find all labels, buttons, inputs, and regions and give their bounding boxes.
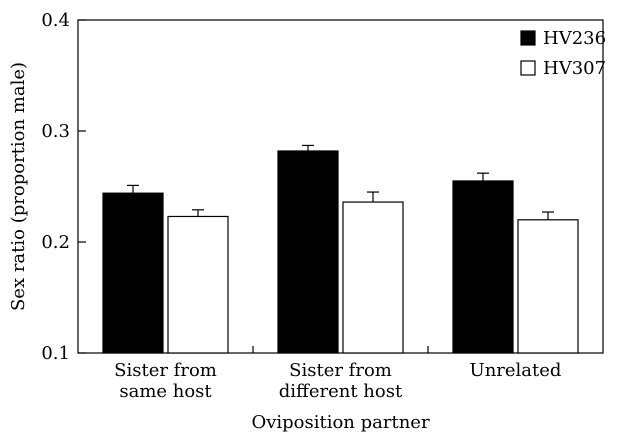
x-category-label: different host [279, 381, 403, 402]
y-tick-label: 0.3 [41, 121, 70, 142]
y-tick-label: 0.2 [41, 232, 70, 253]
bar-hv307 [167, 215, 229, 354]
legend-swatch-hv236 [520, 30, 536, 46]
axes-layer [77, 19, 604, 354]
legend-label: HV307 [543, 58, 606, 79]
bar-hv307 [342, 201, 404, 354]
bars-layer [102, 144, 579, 354]
y-tick-label: 0.4 [41, 10, 70, 31]
bar-hv236 [102, 192, 164, 354]
x-category-label: same host [119, 381, 212, 402]
y-tick-label: 0.1 [41, 343, 70, 364]
legend-label: HV236 [543, 28, 606, 49]
bar-hv236 [277, 150, 339, 354]
x-category-label: Unrelated [470, 360, 562, 381]
plot-frame [77, 19, 604, 354]
legend: HV236 HV307 [520, 28, 606, 79]
legend-swatch-hv307 [520, 60, 536, 76]
bar-hv236 [452, 180, 514, 354]
x-category-label: Sister from [114, 360, 217, 381]
x-axis-title: Oviposition partner [251, 412, 430, 433]
y-axis-title: Sex ratio (proportion male) [8, 62, 29, 311]
bar-hv307 [517, 219, 579, 354]
x-category-label: Sister from [289, 360, 392, 381]
